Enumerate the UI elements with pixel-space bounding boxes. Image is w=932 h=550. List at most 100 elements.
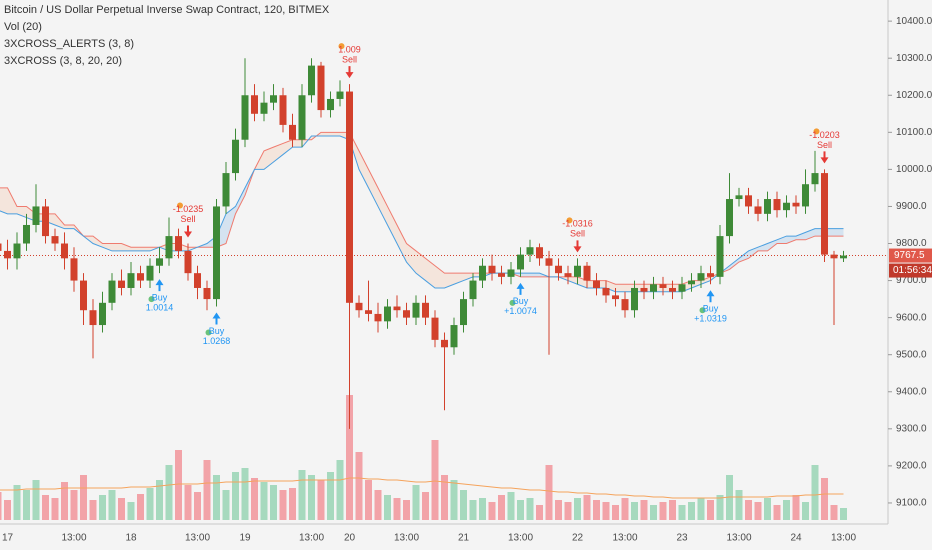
candle-body [469,280,477,300]
candle-body [184,250,192,274]
candle-body [726,199,733,237]
y-tick-label: 9700.0 [896,275,927,286]
candle-body [688,280,695,285]
signal-kind: Sell [342,55,357,65]
band-fill [425,258,435,288]
y-tick-label: 9600.0 [896,312,927,323]
volume-bar [431,440,439,520]
candle-body [0,243,2,251]
band-fill [786,236,796,244]
y-tick-label: 9300.0 [896,423,927,434]
candle-body [479,265,486,281]
candle-body [536,247,543,259]
volume-bar [754,502,762,520]
x-tick-label: 20 [344,533,356,544]
band-fill [64,224,74,229]
candle-body [403,310,410,318]
candle-body [450,325,458,348]
volume-bar [374,490,382,520]
band-fill [321,132,331,137]
candle-body [165,236,173,259]
candle-body [754,206,762,214]
candle-body [707,273,714,277]
countdown-label: 01:56:34 [893,265,932,276]
volume-bar [0,492,2,520]
candle-body [773,199,781,211]
y-tick-label: 9500.0 [896,349,927,360]
volume-bar [184,485,192,520]
volume-bar [555,500,562,520]
x-tick-label: 23 [676,533,688,544]
candle-body [621,299,629,311]
band-fill [112,243,122,251]
volume-bar [773,505,781,520]
volume-bar [450,480,458,520]
volume-bar [355,452,363,520]
x-tick-label: 13:00 [508,533,533,544]
volume-bar [517,500,524,520]
candle-body [127,273,135,288]
candle-body [89,310,97,326]
x-tick-label: 13:00 [394,533,419,544]
candle-body [327,98,334,111]
volume-bar [51,498,59,520]
band-fill [273,143,283,162]
candle-body [32,206,40,225]
candle-body [640,287,648,292]
band-fill [264,147,274,170]
band-fill [131,247,141,251]
band-fill [359,150,369,188]
signal-kind: Buy [703,304,719,314]
last-price-label: 9767.5 [894,250,925,261]
volume-bar [498,495,505,520]
signal-value: +1.0319 [694,314,727,324]
candle-body [308,65,315,96]
band-fill [368,169,378,207]
volume-bar [612,505,619,520]
volume-bar [621,498,629,520]
volume-bar [327,472,334,520]
volume-ma-line [0,477,844,499]
buy-arrow [212,312,221,325]
volume-bar [716,495,724,520]
band-fill [568,276,578,285]
band-fill [615,284,625,292]
candle-body [289,124,296,140]
signal-value: -1.0316 [562,219,593,229]
candle-body [517,254,524,270]
volume-bar [308,475,315,520]
signal-value: -1.0203 [809,130,840,140]
volume-bar [70,490,78,520]
candle-body [156,258,163,266]
candle-body [146,265,154,281]
candle-body [460,299,467,326]
last-price-tag [889,248,932,263]
signal-dot [148,296,155,303]
candle-body [821,173,828,255]
volume-bar [830,505,838,520]
candle-body [232,139,239,174]
candle-body [393,306,401,311]
candle-body [811,173,819,185]
candle-body [431,317,439,340]
volume-bar [118,498,125,520]
band-fill [292,139,302,148]
volume-bar [99,495,106,520]
volume-bar [460,490,467,520]
volume-bar [165,465,173,520]
volume-bar [783,500,790,520]
volume-bar [526,498,534,520]
volume-bar [393,498,401,520]
signal-dot [205,329,212,336]
volume-bar [194,492,201,520]
volume-bar [707,500,714,520]
candle-body [678,284,686,292]
volume-bar [13,485,21,520]
candle-body [13,243,21,259]
candle-body [669,287,676,292]
sell-arrow [820,151,829,164]
volume-bar [289,488,296,520]
band-fill [378,187,388,225]
volume-bar [213,475,220,520]
